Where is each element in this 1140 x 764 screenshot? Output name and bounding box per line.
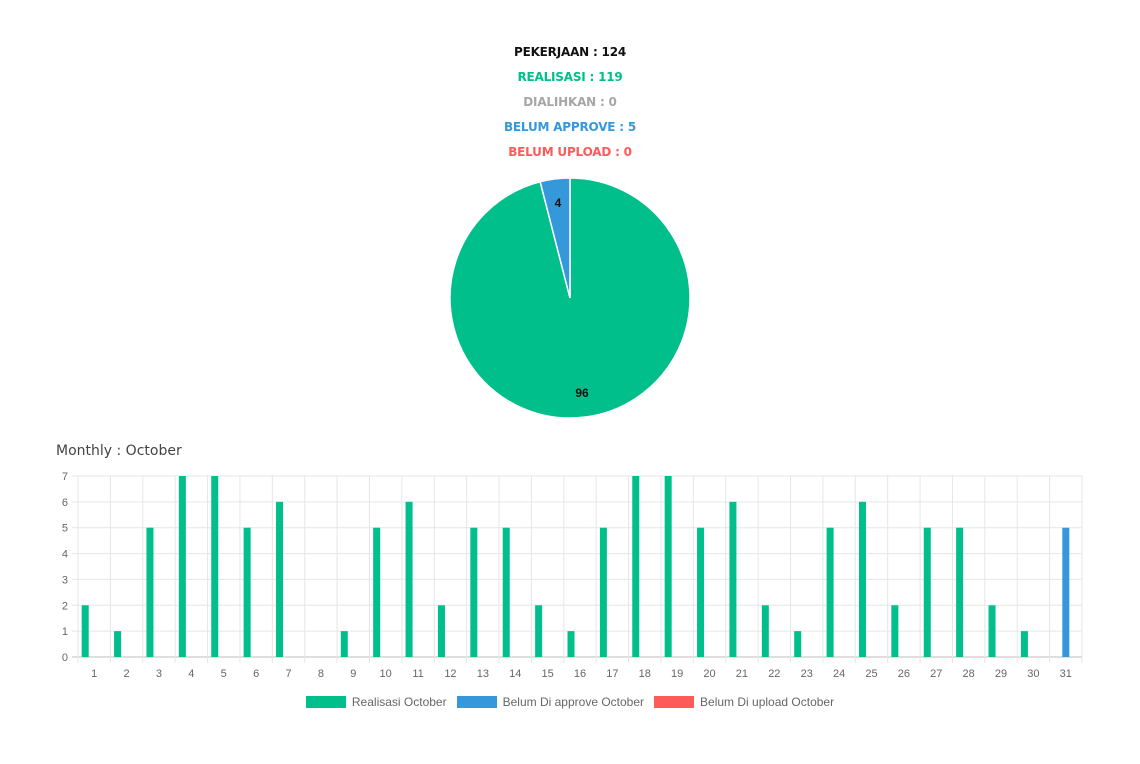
x-tick-label: 13: [477, 668, 489, 680]
bar-belum-approve-31[interactable]: [1062, 527, 1070, 657]
bar-realisasi-23[interactable]: [794, 631, 802, 657]
x-tick-label: 21: [736, 668, 748, 680]
bar-realisasi-2[interactable]: [114, 631, 122, 657]
x-tick-label: 27: [930, 668, 942, 680]
bar-realisasi-5[interactable]: [211, 476, 219, 657]
y-tick-label: 7: [62, 471, 68, 483]
x-tick-label: 11: [412, 668, 423, 680]
x-tick-label: 24: [833, 668, 845, 680]
x-tick-label: 26: [898, 668, 910, 680]
x-tick-label: 20: [703, 668, 715, 680]
monthly-title: Monthly : October: [56, 443, 182, 459]
bar-realisasi-21[interactable]: [729, 501, 737, 657]
chart-legend: Realisasi October Belum Di approve Octob…: [0, 695, 1140, 709]
legend-item-belum-upload[interactable]: Belum Di upload October: [654, 695, 834, 709]
bar-realisasi-24[interactable]: [826, 527, 834, 657]
bar-realisasi-26[interactable]: [891, 605, 899, 657]
x-tick-label: 4: [188, 668, 194, 680]
x-tick-label: 8: [318, 668, 324, 680]
bar-realisasi-4[interactable]: [178, 476, 186, 657]
x-tick-label: 2: [124, 668, 130, 680]
bar-realisasi-13[interactable]: [470, 527, 478, 657]
summary-realisasi: REALISASI : 119: [517, 70, 623, 84]
bar-realisasi-25[interactable]: [858, 501, 866, 657]
x-tick-label: 30: [1027, 668, 1039, 680]
bar-realisasi-10[interactable]: [373, 527, 381, 657]
x-tick-label: 29: [995, 668, 1007, 680]
bar-realisasi-20[interactable]: [697, 527, 705, 657]
bar-realisasi-15[interactable]: [535, 605, 543, 657]
pie-slice-label-1: 4: [555, 196, 562, 210]
x-tick-label: 31: [1060, 668, 1072, 680]
legend-label-belum-upload: Belum Di upload October: [700, 695, 835, 709]
x-tick-label: 1: [91, 668, 97, 680]
legend-swatch-realisasi: [305, 696, 346, 708]
x-tick-label: 10: [380, 668, 392, 680]
legend-item-belum-approve[interactable]: Belum Di approve October: [456, 695, 645, 709]
x-tick-label: 5: [221, 668, 227, 680]
x-tick-label: 19: [671, 668, 683, 680]
x-tick-label: 22: [768, 668, 780, 680]
pie-chart: 96 4: [449, 177, 691, 419]
pie-slice-label-0: 96: [575, 386, 589, 400]
bar-realisasi-1[interactable]: [81, 605, 89, 657]
bar-realisasi-22[interactable]: [761, 605, 769, 657]
x-tick-label: 16: [574, 668, 586, 680]
x-tick-label: 23: [801, 668, 813, 680]
summary-belum-approve: BELUM APPROVE : 5: [503, 120, 636, 134]
summary-pekerjaan: PEKERJAAN : 124: [513, 45, 626, 59]
legend-swatch-belum-approve: [456, 696, 497, 708]
bar-realisasi-30[interactable]: [1020, 631, 1028, 657]
x-tick-label: 6: [253, 668, 259, 680]
pie-slice-1[interactable]: [539, 177, 571, 299]
legend-label-belum-approve: Belum Di approve October: [502, 695, 645, 709]
bar-realisasi-17[interactable]: [599, 527, 607, 657]
x-tick-label: 3: [156, 668, 162, 680]
summary-block: PEKERJAAN : 124 REALISASI : 119 DIALIHKA…: [0, 42, 1140, 167]
bar-realisasi-16[interactable]: [567, 631, 575, 657]
y-tick-label: 5: [62, 523, 68, 535]
bar-realisasi-28[interactable]: [956, 527, 964, 657]
x-tick-label: 17: [606, 668, 618, 680]
y-tick-label: 3: [62, 574, 68, 586]
summary-belum-upload: BELUM UPLOAD : 0: [508, 145, 632, 159]
bar-realisasi-14[interactable]: [502, 527, 510, 657]
x-tick-label: 15: [541, 668, 553, 680]
y-tick-label: 4: [62, 549, 68, 561]
y-tick-label: 2: [62, 600, 68, 612]
y-tick-label: 0: [62, 652, 68, 664]
bar-realisasi-6[interactable]: [243, 527, 251, 657]
x-tick-label: 18: [639, 668, 651, 680]
bar-realisasi-27[interactable]: [923, 527, 931, 657]
y-tick-label: 1: [62, 626, 68, 638]
legend-item-realisasi[interactable]: Realisasi October: [305, 695, 447, 709]
bar-realisasi-19[interactable]: [664, 476, 672, 657]
legend-label-realisasi: Realisasi October: [351, 695, 447, 709]
bar-realisasi-18[interactable]: [632, 476, 640, 657]
x-tick-label: 9: [350, 668, 356, 680]
legend-swatch-belum-upload: [654, 696, 695, 708]
bar-realisasi-11[interactable]: [405, 501, 413, 657]
x-tick-label: 28: [963, 668, 975, 680]
bar-realisasi-3[interactable]: [146, 527, 154, 657]
x-tick-label: 12: [444, 668, 456, 680]
summary-dialihkan: DIALIHKAN : 0: [523, 95, 617, 109]
bar-realisasi-9[interactable]: [340, 631, 348, 657]
x-tick-label: 25: [865, 668, 877, 680]
bar-realisasi-29[interactable]: [988, 605, 996, 657]
bar-realisasi-7[interactable]: [276, 501, 284, 657]
y-tick-label: 6: [62, 497, 68, 509]
x-tick-label: 14: [509, 668, 521, 680]
x-tick-label: 7: [285, 668, 291, 680]
bar-realisasi-12[interactable]: [437, 605, 445, 657]
